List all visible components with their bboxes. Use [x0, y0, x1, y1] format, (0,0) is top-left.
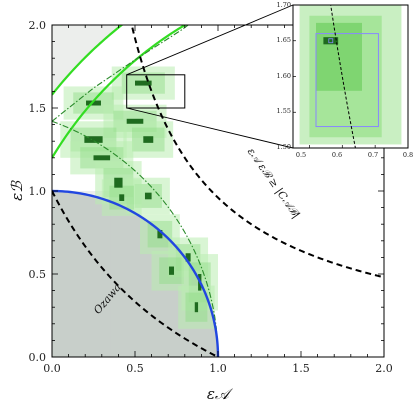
inset-overlay	[292, 4, 409, 149]
connector-line	[126, 4, 294, 76]
excluded-region	[52, 191, 218, 357]
main-plot-area	[52, 25, 384, 357]
ozawa-curve	[52, 190, 219, 357]
data-point	[135, 80, 152, 86]
inset-x-tick-label: 0.8	[403, 151, 413, 159]
inset-x-tick-label: 0.7	[368, 151, 378, 159]
upper-excluded-region	[52, 25, 218, 95]
inset-x-tick-label: 0.5	[296, 151, 306, 159]
x-tick-labels: 0.0 0.5 1.0 1.5 2.0	[43, 362, 393, 375]
x-tick-label: 0.0	[43, 362, 61, 375]
data-point	[119, 194, 125, 201]
inset-inner-region	[316, 22, 362, 91]
y-tick-label: 1.0	[29, 185, 47, 198]
inset-x-tick-labels: 0.5 0.6 0.7 0.8	[296, 151, 413, 159]
data-point	[93, 155, 111, 161]
product-bound-label: ε𝒜 εℬ ≥ |C𝒜ℬ|	[244, 146, 302, 221]
y-tick-label: 0.0	[29, 351, 47, 364]
data-point	[126, 118, 144, 124]
inset-marker-square	[328, 38, 334, 44]
connector-line	[126, 107, 294, 149]
dashdot-curve-upper	[52, 25, 189, 122]
data-point	[144, 192, 152, 200]
data-point	[84, 136, 103, 143]
green-upper-curve	[52, 25, 124, 96]
y-tick-label: 2.0	[29, 19, 47, 32]
data-point	[157, 230, 163, 239]
lower-left-shade	[52, 191, 111, 357]
inset-data-point	[323, 37, 339, 45]
inset-y-tick-label: 1.55	[277, 107, 291, 115]
y-tick-label: 1.5	[29, 102, 47, 115]
green-lower-curve	[52, 25, 187, 159]
data-point	[185, 253, 191, 262]
data-point	[194, 302, 199, 313]
tight-bound-curve	[52, 189, 220, 357]
product-bound-curve	[130, 25, 384, 279]
inset-y-tick-labels: 1.50 1.55 1.60 1.65 1.70	[277, 1, 291, 151]
zoom-box	[126, 74, 186, 109]
x-tick-label: 1.5	[292, 362, 310, 375]
y-axis-label: εℬ	[8, 180, 26, 201]
data-point	[86, 100, 101, 106]
inset-y-tick-label: 1.70	[277, 1, 291, 9]
inset-x-tick-label: 0.6	[332, 151, 342, 159]
x-tick-label: 0.5	[126, 362, 144, 375]
data-point	[114, 177, 123, 188]
y-tick-label: 0.5	[29, 268, 47, 281]
inset-y-tick-label: 1.50	[277, 143, 291, 151]
data-point	[143, 136, 154, 143]
y-tick-labels: 0.0 0.5 1.0 1.5 2.0	[29, 19, 47, 364]
x-axis-label: ε𝒜	[207, 385, 234, 403]
inset-blue-box	[315, 33, 379, 128]
x-tick-label: 2.0	[375, 362, 393, 375]
inset-product-curve	[330, 5, 356, 148]
zoom-connectors	[126, 4, 294, 149]
inset-y-tick-label: 1.60	[277, 72, 291, 80]
data-point	[169, 266, 175, 275]
dashdot-curve	[52, 120, 219, 357]
inset-y-tick-label: 1.65	[277, 36, 291, 44]
main-plot-overlay	[51, 24, 385, 358]
x-tick-label: 1.0	[209, 362, 227, 375]
inset-plot-area	[293, 5, 408, 148]
